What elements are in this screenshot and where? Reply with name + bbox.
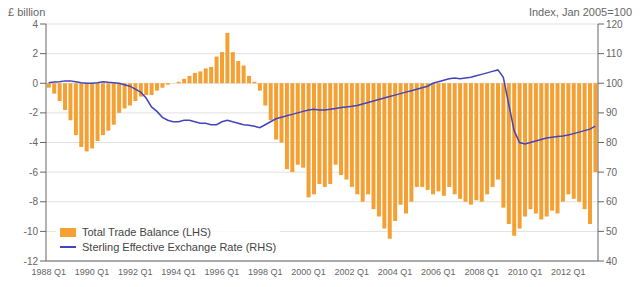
svg-text:100: 100 xyxy=(606,78,623,89)
svg-text:120: 120 xyxy=(606,19,623,30)
svg-text:2006 Q1: 2006 Q1 xyxy=(421,267,456,277)
svg-text:50: 50 xyxy=(606,226,618,237)
html-text:Total Trade Balance (LHS): Total Trade Balance (LHS) xyxy=(82,226,211,238)
svg-text:2012 Q1: 2012 Q1 xyxy=(551,267,586,277)
svg-text:40: 40 xyxy=(606,256,618,267)
svg-text:80: 80 xyxy=(606,137,618,148)
svg-text:-12: -12 xyxy=(24,256,39,267)
html-text:Index, Jan 2005=100: Index, Jan 2005=100 xyxy=(528,6,632,18)
svg-text:1996 Q1: 1996 Q1 xyxy=(205,267,240,277)
svg-text:1998 Q1: 1998 Q1 xyxy=(248,267,283,277)
svg-text:-8: -8 xyxy=(29,196,38,207)
svg-text:1990 Q1: 1990 Q1 xyxy=(75,267,110,277)
svg-text:-10: -10 xyxy=(24,226,39,237)
html-text:Sterling Effective Exchange Ra: Sterling Effective Exchange Rate (RHS) xyxy=(82,241,277,253)
svg-text:1992 Q1: 1992 Q1 xyxy=(118,267,153,277)
svg-text:-6: -6 xyxy=(29,167,38,178)
svg-text:2000 Q1: 2000 Q1 xyxy=(291,267,326,277)
svg-text:2010 Q1: 2010 Q1 xyxy=(508,267,543,277)
svg-text:2008 Q1: 2008 Q1 xyxy=(464,267,499,277)
svg-text:2002 Q1: 2002 Q1 xyxy=(334,267,369,277)
svg-text:4: 4 xyxy=(32,19,38,30)
html-text:£ billion: £ billion xyxy=(8,6,46,18)
svg-text:70: 70 xyxy=(606,167,618,178)
svg-text:-2: -2 xyxy=(29,107,38,118)
svg-text:110: 110 xyxy=(606,48,622,59)
svg-text:60: 60 xyxy=(606,196,618,207)
svg-text:-4: -4 xyxy=(29,137,38,148)
svg-text:2004 Q1: 2004 Q1 xyxy=(378,267,413,277)
svg-text:90: 90 xyxy=(606,107,618,118)
svg-text:1988 Q1: 1988 Q1 xyxy=(31,267,66,277)
svg-text:2: 2 xyxy=(32,48,38,59)
svg-text:1994 Q1: 1994 Q1 xyxy=(161,267,196,277)
svg-text:0: 0 xyxy=(32,78,38,89)
